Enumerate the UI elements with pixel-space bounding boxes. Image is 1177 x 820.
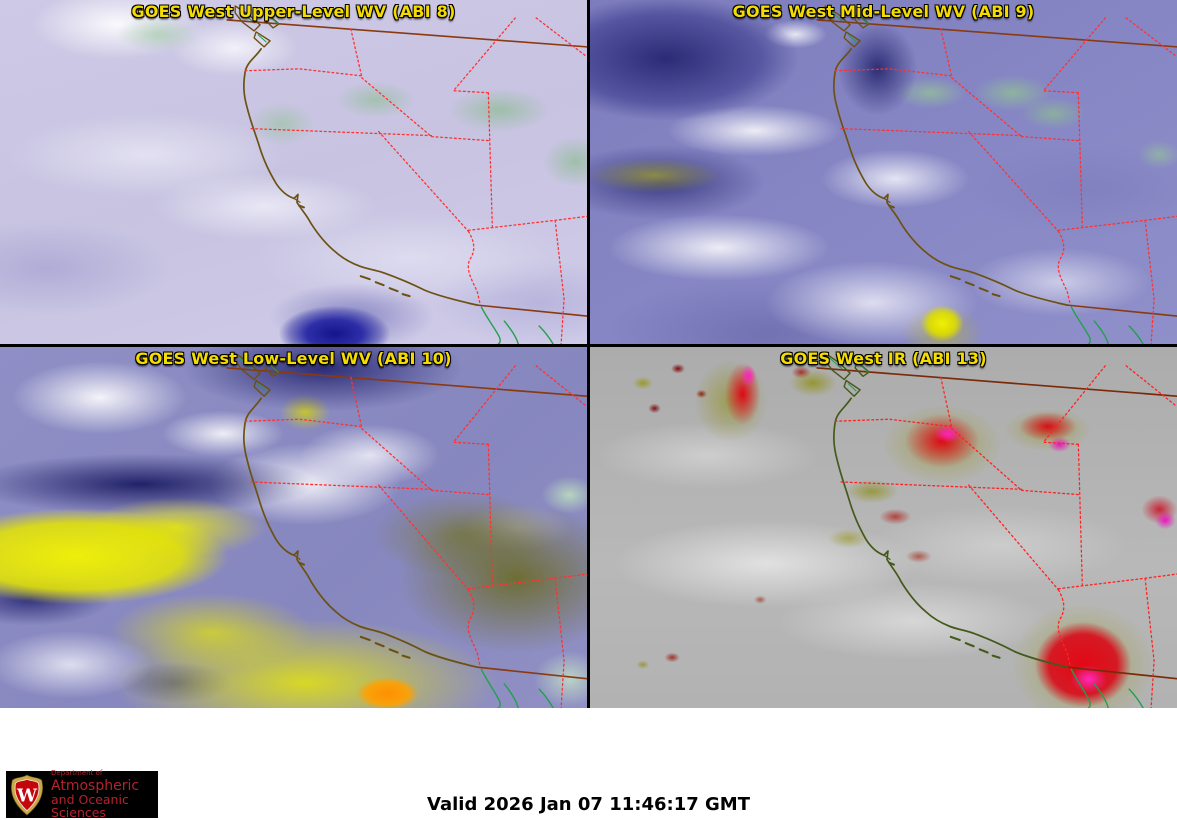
- logo-name-line2: and Oceanic Sciences: [51, 792, 129, 820]
- logo-name-line1: Atmospheric: [51, 778, 140, 794]
- svg-text:W: W: [16, 785, 38, 806]
- uw-aos-logo-text: Department of Atmospheric and Oceanic Sc…: [51, 770, 158, 819]
- satellite-imagery-abi13: [590, 347, 1177, 708]
- panel-upper-level-wv: GOES West Upper-Level WV (ABI 8): [0, 0, 587, 344]
- satellite-imagery-abi8: [0, 0, 587, 344]
- panel-title-abi10: GOES West Low-Level WV (ABI 10): [135, 349, 452, 368]
- uw-aos-logo: W Department of Atmospheric and Oceanic …: [6, 770, 158, 819]
- map-overlay: [227, 5, 587, 344]
- panel-low-level-wv: GOES West Low-Level WV (ABI 10): [0, 347, 587, 708]
- logo-dept-line: Department of: [51, 769, 103, 777]
- panel-title-abi8: GOES West Upper-Level WV (ABI 8): [131, 2, 456, 21]
- panel-mid-level-wv: GOES West Mid-Level WV (ABI 9): [590, 0, 1177, 344]
- satellite-imagery-abi9: [590, 0, 1177, 344]
- map-overlay: [817, 5, 1177, 344]
- footer: W Department of Atmospheric and Oceanic …: [0, 708, 1177, 820]
- uw-crest-icon: W: [11, 774, 43, 815]
- valid-timestamp: Valid 2026 Jan 07 11:46:17 GMT: [427, 794, 750, 815]
- satellite-imagery-abi10: [0, 347, 587, 708]
- panel-title-abi9: GOES West Mid-Level WV (ABI 9): [732, 2, 1035, 21]
- satellite-panel-grid: GOES West Upper-Level WV (ABI 8) GOES We…: [0, 0, 1177, 708]
- panel-title-abi13: GOES West IR (ABI 13): [780, 349, 987, 368]
- map-overlay: [227, 353, 587, 708]
- panel-ir: GOES West IR (ABI 13): [590, 347, 1177, 708]
- map-overlay: [817, 353, 1177, 708]
